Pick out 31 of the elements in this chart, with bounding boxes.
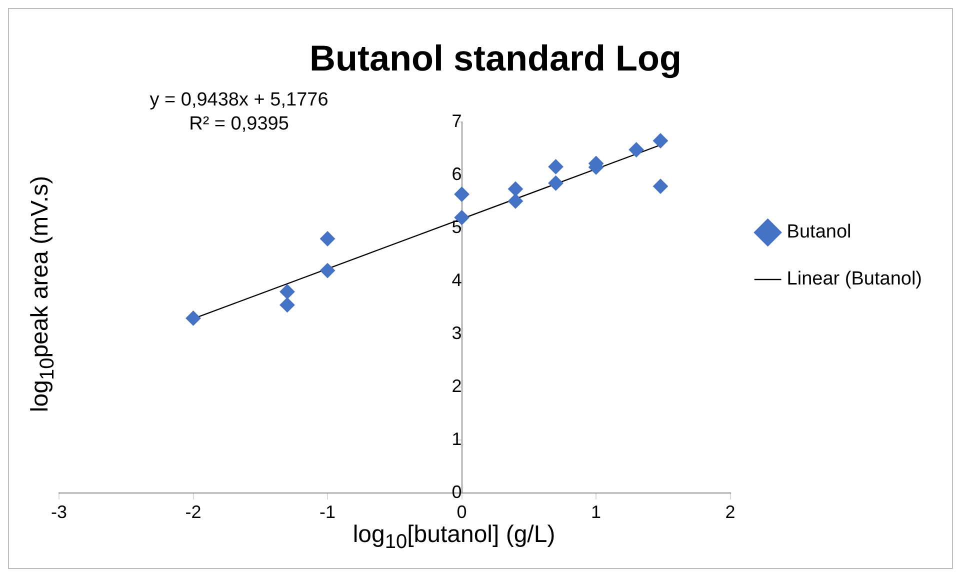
legend-label: Linear (Butanol): [786, 268, 922, 290]
point: [548, 176, 564, 191]
point: [508, 194, 523, 209]
y-tick-label: 7: [452, 111, 462, 132]
point: [652, 178, 668, 194]
annotation: R² = 0,9395: [189, 113, 289, 134]
text: y = 0,9438x + 5,1776: [150, 89, 328, 110]
point: [508, 181, 523, 196]
point: [652, 133, 668, 148]
x-tick-label: 2: [725, 502, 736, 522]
y-tick-label: 0: [452, 482, 462, 502]
point: [280, 297, 295, 312]
point: [320, 263, 336, 278]
legend-label: Butanol: [786, 222, 852, 243]
x-tick-label: 1: [591, 502, 602, 522]
point: [186, 310, 201, 326]
x-axis-title: log$_{10}$[butanol] (g/L): [352, 521, 556, 554]
y-tick-label: 1: [452, 428, 462, 449]
y-tick-label: 4: [452, 270, 462, 290]
point: [628, 142, 644, 158]
point: [280, 284, 295, 300]
point: [320, 231, 336, 246]
point: [548, 159, 564, 174]
x-tick-label: -2: [185, 502, 202, 522]
x-tick-label: -3: [50, 502, 68, 522]
x-tick-label: -1: [320, 502, 336, 522]
y-tick-label: 2: [452, 376, 462, 396]
point: [454, 186, 470, 202]
y-tick-label: 6: [452, 164, 462, 184]
y-tick-label: 3: [452, 323, 462, 344]
chart-title: Butanol standard Log: [310, 38, 682, 79]
